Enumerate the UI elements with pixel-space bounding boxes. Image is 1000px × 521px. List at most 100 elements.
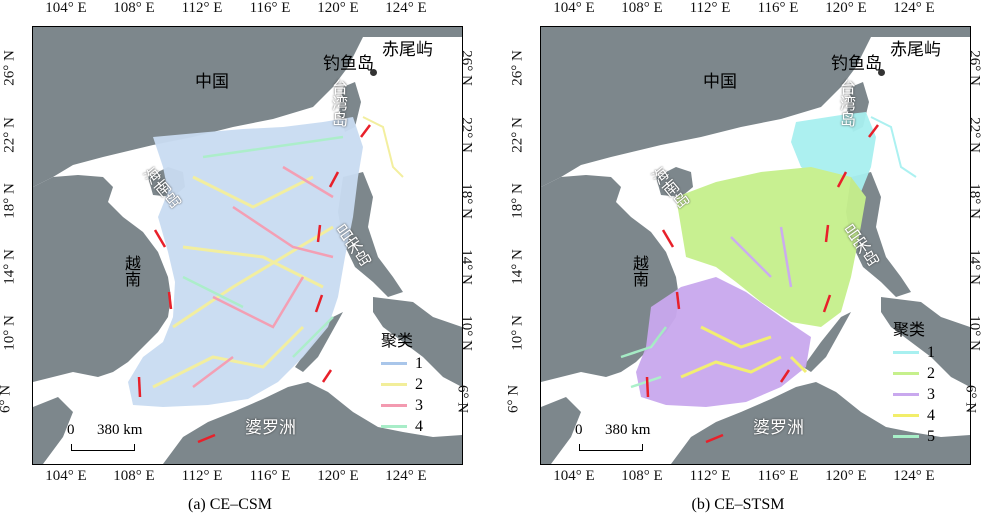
china-mainland [33,27,462,187]
lat-tick-right: 10° N [966,315,983,351]
scale-distance: 380 km [605,422,651,438]
legend-item: 1 [381,353,423,374]
legend: 聚类 1 2 3 4 [381,327,423,437]
lon-tick-top: 116° E [249,0,291,16]
lat-tick-right: 6° N [962,384,979,414]
legend-item: 1 [893,342,935,363]
borneo-island [163,382,462,464]
lon-tick-bottom: 112° E [689,468,731,484]
label-taiwan: 台湾岛 [837,79,856,127]
label-china: 中国 [703,72,737,92]
legend-item: 5 [893,426,935,447]
label-borneo: 婆罗洲 [245,418,296,438]
lon-tick-bottom: 108° E [621,468,663,484]
lon-tick-top: 108° E [113,0,155,16]
legend-title: 聚类 [381,331,414,350]
china-mainland [541,27,970,187]
lon-tick-top: 124° E [893,0,935,16]
lat-tick-left: 6° N [0,385,14,414]
legend-label: 2 [927,364,935,382]
legend-title: 聚类 [893,320,926,339]
basemap [33,27,462,464]
label-chiwei: 赤尾屿 [890,40,941,60]
indochina [541,175,679,382]
caption-a: (a) CE–CSM [188,496,272,513]
lon-tick-top: 120° E [825,0,867,16]
legend-swatch [381,383,407,386]
lat-tick-left: 14° N [1,249,18,285]
lat-tick-right: 18° N [458,183,475,219]
lat-tick-left: 10° N [509,315,526,351]
lon-tick-top: 116° E [757,0,799,16]
legend-label: 3 [927,385,935,403]
legend-item: 3 [381,395,423,416]
diaoyu-marker [370,69,377,76]
map-frame: 中国 钓鱼岛 赤尾屿 台湾岛 海南岛 越南 吕宋岛 婆罗洲 聚类 1 2 3 4… [32,26,463,465]
scale-bar: 0 380 km [67,422,167,452]
legend-label: 1 [927,343,935,361]
legend-swatch [893,372,919,375]
scale-line [71,444,135,451]
lon-tick-bottom: 124° E [385,468,427,484]
lon-tick-bottom: 112° E [181,468,223,484]
lat-tick-right: 6° N [454,384,471,414]
lon-tick-top: 112° E [181,0,223,16]
borneo-island [671,382,970,464]
lat-tick-right: 14° N [458,249,475,285]
lat-tick-left: 18° N [509,183,526,219]
lat-tick-left: 26° N [1,50,18,86]
label-taiwan: 台湾岛 [329,79,348,127]
malay-peninsula [541,397,581,464]
map-panel-b: 中国 钓鱼岛 赤尾屿 台湾岛 海南岛 越南 吕宋岛 婆罗洲 聚类 1 2 3 4… [505,0,983,521]
lon-tick-bottom: 108° E [113,468,155,484]
lat-tick-left: 14° N [509,249,526,285]
legend-swatch [893,435,919,438]
lat-tick-right: 26° N [458,50,475,86]
legend: 聚类 1 2 3 4 5 [893,316,935,447]
scale-zero: 0 [67,422,75,438]
lon-tick-bottom: 124° E [893,468,935,484]
legend-swatch [893,393,919,396]
lat-tick-right: 22° N [966,117,983,153]
map-frame: 中国 钓鱼岛 赤尾屿 台湾岛 海南岛 越南 吕宋岛 婆罗洲 聚类 1 2 3 4… [540,26,971,465]
label-china: 中国 [195,72,229,92]
legend-swatch [381,404,407,407]
legend-item: 4 [893,405,935,426]
legend-label: 3 [415,396,423,414]
scale-bar: 0 380 km [575,422,675,452]
lon-tick-bottom: 104° E [45,468,87,484]
lon-tick-bottom: 116° E [249,468,291,484]
lon-tick-top: 104° E [45,0,87,16]
boundary-dashes [645,124,879,444]
philippines-south [373,297,462,387]
lat-tick-left: 6° N [505,384,522,414]
basemap [541,27,970,464]
boundary-dashes [137,124,371,444]
lon-tick-bottom: 120° E [825,468,867,484]
scale-distance: 380 km [97,422,143,438]
lat-tick-left: 22° N [1,117,18,153]
legend-label: 1 [415,354,423,372]
lat-tick-left: 22° N [509,117,526,153]
legend-swatch [893,351,919,354]
map-panel-a: 中国 钓鱼岛 赤尾屿 台湾岛 海南岛 越南 吕宋岛 婆罗洲 聚类 1 2 3 4… [0,0,474,521]
philippines-south [881,297,970,387]
lon-tick-top: 120° E [317,0,359,16]
label-borneo: 婆罗洲 [753,418,804,438]
legend-swatch [381,362,407,365]
label-diaoyu: 钓鱼岛 [323,54,374,74]
label-chiwei: 赤尾屿 [382,40,433,60]
lon-tick-bottom: 116° E [757,468,799,484]
legend-label: 4 [415,417,423,435]
legend-label: 2 [415,375,423,393]
caption-b: (b) CE–STSM [691,496,785,513]
lon-tick-bottom: 104° E [553,468,595,484]
legend-item: 3 [893,384,935,405]
hainan-island [656,167,693,197]
lat-tick-right: 18° N [966,183,983,219]
palawan [803,312,851,372]
label-diaoyu: 钓鱼岛 [831,54,882,74]
lon-tick-top: 124° E [385,0,427,16]
lat-tick-left: 26° N [509,50,526,86]
lon-tick-top: 104° E [553,0,595,16]
